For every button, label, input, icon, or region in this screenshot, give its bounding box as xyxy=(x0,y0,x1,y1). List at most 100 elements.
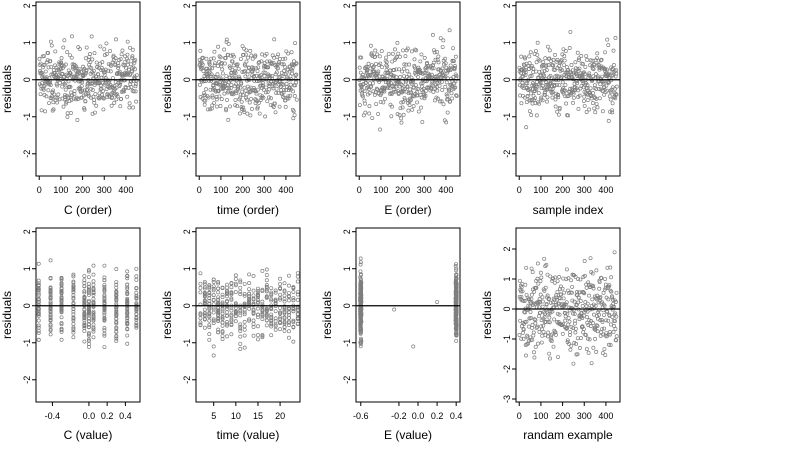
residual-point xyxy=(233,309,238,314)
residual-point xyxy=(126,85,131,90)
residual-point xyxy=(359,55,364,60)
residual-point xyxy=(134,307,139,312)
residual-point xyxy=(582,259,587,263)
residual-point xyxy=(238,313,243,318)
residual-point xyxy=(203,98,208,103)
residual-point xyxy=(409,90,414,95)
residual-point xyxy=(526,339,531,344)
residual-point xyxy=(360,88,365,93)
residual-point xyxy=(82,88,87,93)
residual-point xyxy=(556,112,561,117)
residual-point xyxy=(358,262,363,267)
residual-point xyxy=(50,94,54,99)
residual-point xyxy=(40,65,45,70)
residual-point xyxy=(273,299,278,303)
residual-point xyxy=(566,316,571,320)
residual-point xyxy=(288,82,293,87)
residual-point xyxy=(435,300,440,304)
residual-point xyxy=(549,339,554,344)
residual-point xyxy=(407,103,412,107)
residual-point xyxy=(68,71,73,76)
x-tick-label: 300 xyxy=(417,185,432,195)
residual-point xyxy=(207,60,212,64)
residual-point xyxy=(125,314,130,318)
residual-point xyxy=(382,85,387,90)
residual-point xyxy=(238,326,243,331)
residual-point xyxy=(269,286,274,291)
residual-point xyxy=(220,295,225,300)
residual-point xyxy=(554,293,559,298)
residual-point xyxy=(68,111,73,115)
residual-point xyxy=(295,297,300,302)
residual-point xyxy=(527,304,532,309)
residual-point xyxy=(278,296,283,301)
residual-point xyxy=(202,312,207,317)
residual-point xyxy=(573,330,578,335)
residual-point xyxy=(608,288,613,293)
residual-point xyxy=(523,282,528,287)
residual-point xyxy=(430,83,435,88)
residual-point xyxy=(606,318,611,323)
residual-point xyxy=(202,307,207,312)
residual-point xyxy=(533,317,538,322)
residual-point xyxy=(529,91,533,96)
residual-point xyxy=(109,63,113,68)
x-tick-label: 0.4 xyxy=(119,411,132,421)
residual-point xyxy=(525,81,530,86)
residual-point xyxy=(555,297,559,302)
residual-point xyxy=(541,329,546,334)
residual-point xyxy=(260,268,265,273)
residual-point xyxy=(251,333,256,338)
residual-point xyxy=(36,328,41,333)
residual-point xyxy=(250,56,255,61)
residual-point xyxy=(224,39,229,44)
residual-point xyxy=(439,99,444,104)
residual-point xyxy=(239,105,244,110)
y-tick-label: 2 xyxy=(22,3,32,8)
residual-point xyxy=(102,310,107,315)
residual-point xyxy=(610,110,615,115)
residual-point xyxy=(267,87,272,92)
residual-point xyxy=(430,32,435,37)
residual-point xyxy=(405,84,410,89)
residual-point xyxy=(599,276,604,281)
residual-point xyxy=(572,299,577,304)
residual-point xyxy=(82,323,87,328)
residual-point xyxy=(376,69,381,74)
residual-point xyxy=(550,278,555,283)
residual-point xyxy=(547,315,552,320)
residual-point xyxy=(43,69,48,74)
residual-point xyxy=(384,55,389,60)
residual-point xyxy=(227,85,232,90)
residual-point xyxy=(72,91,77,96)
residual-point xyxy=(264,283,269,288)
residual-point xyxy=(573,60,578,65)
residual-point xyxy=(251,310,256,315)
residual-point xyxy=(587,337,592,342)
residual-point xyxy=(242,327,247,332)
residual-point xyxy=(429,75,434,80)
residual-point xyxy=(282,320,287,325)
residual-point xyxy=(207,311,212,316)
residual-point xyxy=(122,60,127,65)
residual-point xyxy=(401,112,406,117)
residual-point xyxy=(520,289,525,294)
residual-point xyxy=(595,329,600,334)
residual-point xyxy=(125,286,130,291)
residual-point xyxy=(63,87,68,92)
residual-point xyxy=(433,57,438,62)
residual-point xyxy=(86,333,91,338)
residual-point xyxy=(555,109,560,114)
residual-point xyxy=(454,93,459,98)
residual-point xyxy=(251,288,256,293)
residual-point xyxy=(198,281,203,286)
residual-point xyxy=(286,294,291,299)
residual-point xyxy=(247,287,252,292)
residual-point xyxy=(199,67,204,72)
residual-point xyxy=(71,295,76,300)
x-tick-label: 400 xyxy=(438,185,453,195)
residual-point xyxy=(247,291,252,296)
y-tick-label: -2 xyxy=(22,150,32,158)
residual-point xyxy=(613,91,618,96)
